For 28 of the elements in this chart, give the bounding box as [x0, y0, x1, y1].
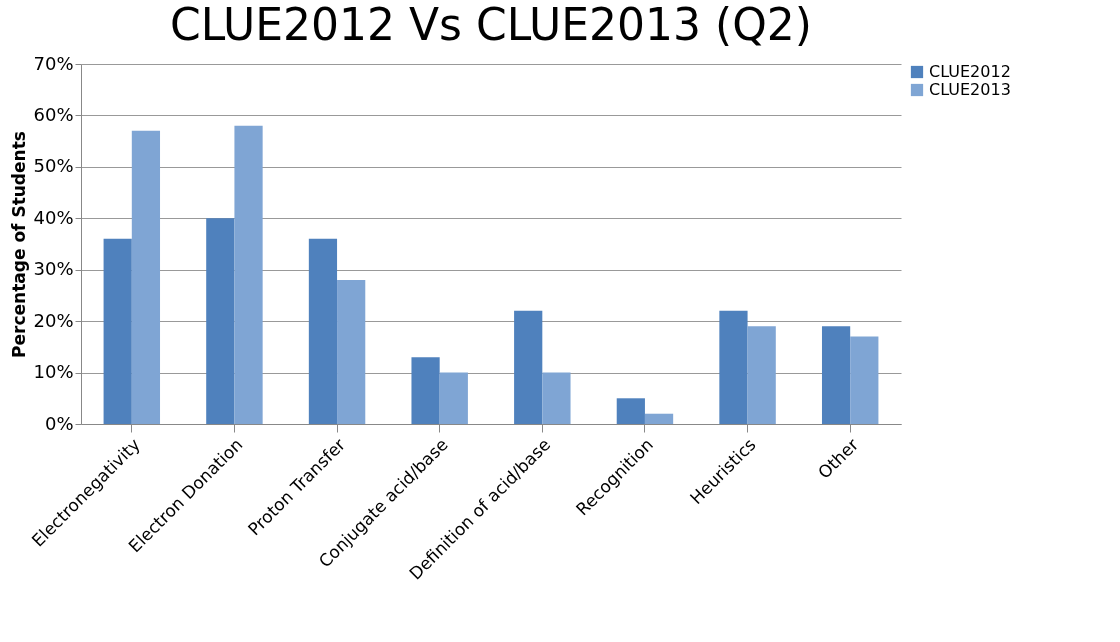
bar	[439, 372, 468, 424]
y-tick-label: 30%	[33, 258, 74, 280]
y-tick-label: 70%	[33, 52, 74, 74]
bar	[542, 372, 571, 424]
y-tick-label: 0%	[44, 412, 74, 434]
y-tick-label: 10%	[33, 361, 74, 383]
bar	[411, 357, 440, 424]
bar	[821, 326, 851, 424]
bar	[514, 310, 543, 424]
bar	[616, 398, 645, 424]
bar	[234, 125, 263, 424]
bar	[308, 238, 338, 424]
y-tick-label: 50%	[33, 155, 74, 177]
chart-title: CLUE2012 Vs CLUE2013 (Q2)	[170, 0, 812, 50]
bar	[850, 336, 879, 424]
bar	[206, 218, 235, 424]
y-tick-label: 60%	[33, 103, 74, 125]
bar	[747, 326, 776, 424]
bar	[131, 130, 161, 424]
legend-label: CLUE2013	[929, 80, 1011, 99]
y-tick-label: 40%	[33, 206, 74, 228]
bar	[644, 413, 674, 424]
y-tick-label: 20%	[33, 309, 74, 331]
legend-label: CLUE2012	[929, 62, 1011, 81]
bar	[719, 310, 748, 424]
y-axis-title: Percentage of Students	[9, 131, 30, 358]
bar	[337, 280, 366, 424]
bar	[103, 238, 132, 424]
